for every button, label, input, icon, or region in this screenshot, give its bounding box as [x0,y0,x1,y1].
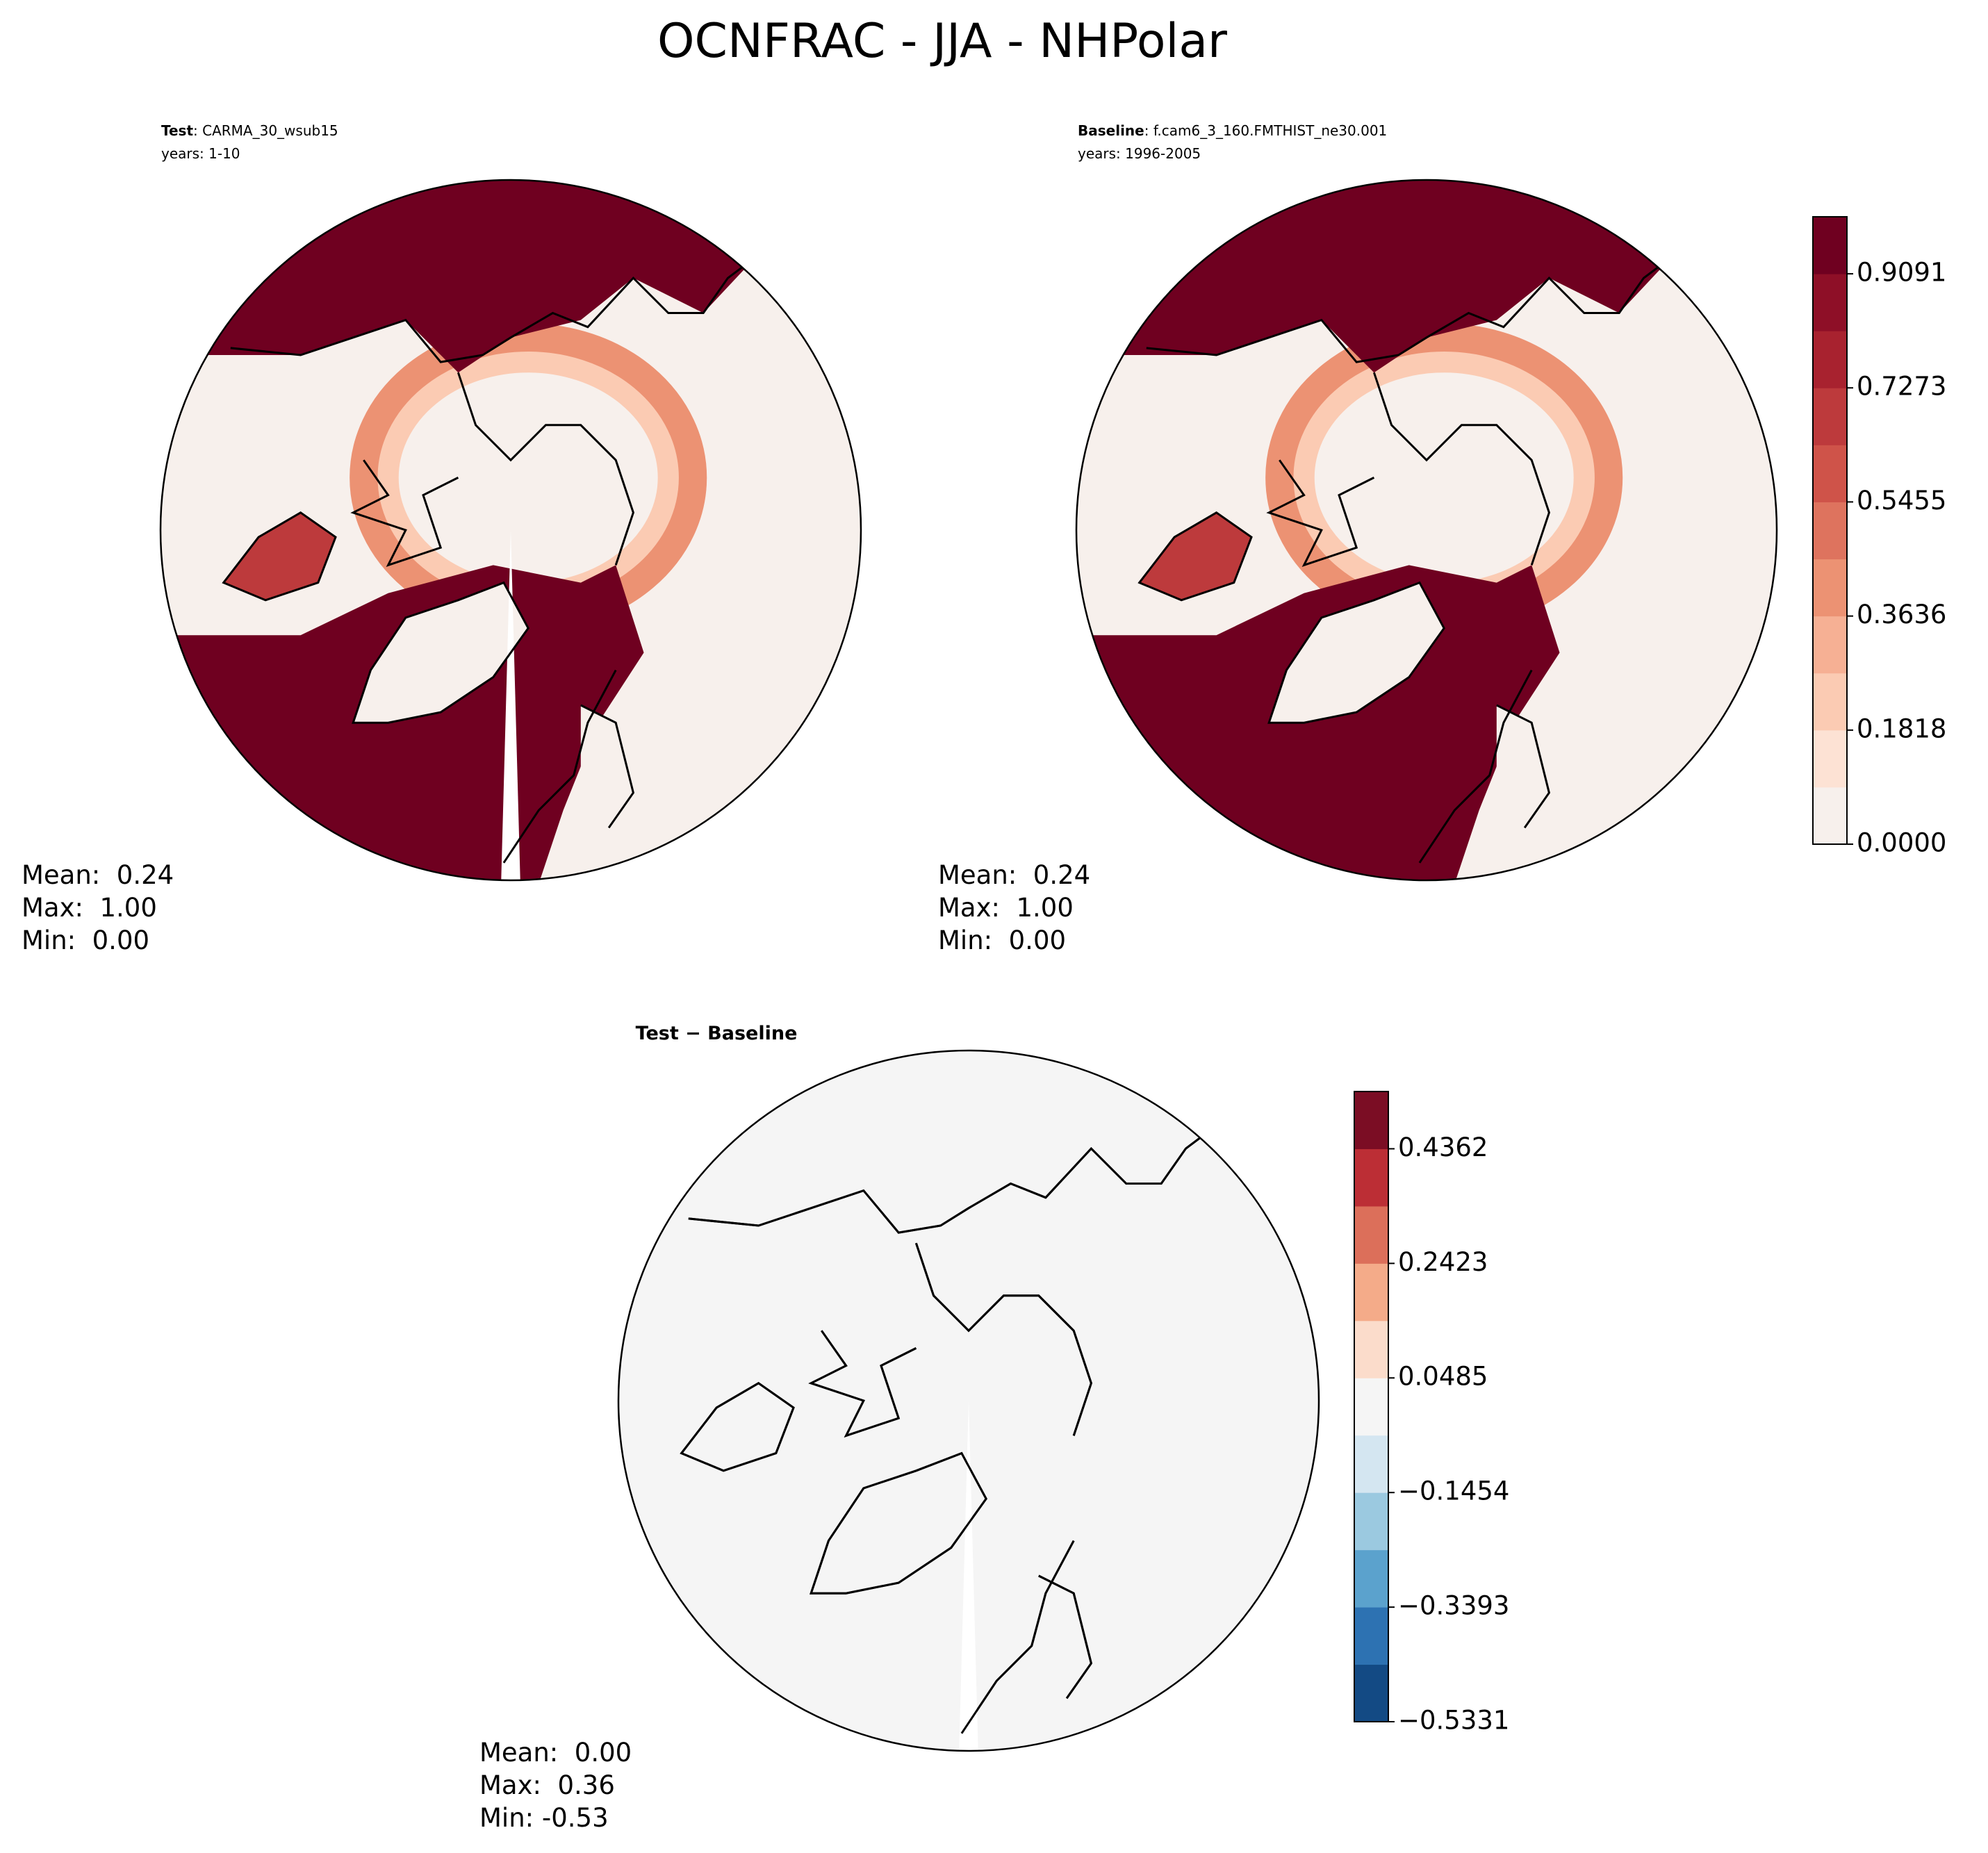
colorbar-band [1354,1205,1388,1264]
land-region [1496,705,1550,828]
colorbar-tick-label: 0.4362 [1398,1133,1488,1162]
panel-stat: Mean: 0.00 [479,1738,632,1768]
land-region [580,705,634,828]
panel-stat: Min: 0.00 [22,925,149,955]
colorbar-band [1354,1492,1388,1551]
panel-stat: Mean: 0.24 [938,860,1090,890]
land-region [1269,582,1445,723]
colorbar-band [1354,1320,1388,1378]
polar-map [1042,145,1812,916]
colorbar-tick-label: −0.5331 [1398,1706,1509,1736]
map-fill [161,180,861,880]
colorbar-band [1354,1607,1388,1665]
panel-stat: Max: 0.36 [479,1770,615,1800]
colorbar-band [1813,559,1847,617]
ocean-region [223,512,336,600]
colorbar-band [1354,1664,1388,1722]
panel-label-case: : f.cam6_3_160.FMTHIST_ne30.001 [1144,122,1388,139]
colorbar-band [1813,274,1847,331]
map-boundary [618,1051,1319,1751]
colorbar-tick-label: 0.0000 [1857,828,1946,858]
map-boundary [161,180,861,880]
colorbar-band [1813,445,1847,502]
panel-stat: Min: 0.00 [938,925,1066,955]
panel-label: Baseline: f.cam6_3_160.FMTHIST_ne30.001 [1078,122,1387,139]
colorbar-band [1354,1378,1388,1436]
panel-label-bold: Test [161,122,193,139]
colorbar-band [1813,673,1847,731]
panel-stat: Max: 1.00 [22,893,157,923]
land-region [353,582,529,723]
colorbar-band [1354,1549,1388,1608]
missing-wedge [500,530,522,880]
panel-stat: Mean: 0.24 [22,860,174,890]
colorbar-band [1354,1263,1388,1321]
colorbar-tick-label: −0.3393 [1398,1591,1509,1621]
figure-title: OCNFRAC - JJA - NHPolar [657,14,1227,69]
colorbar-tick-label: 0.0485 [1398,1362,1488,1392]
panel-stat: Min: -0.53 [479,1803,609,1833]
map-boundary [1076,180,1777,880]
map-fill [618,1051,1319,1751]
polar-map [126,145,896,916]
panel-stat: Max: 1.00 [938,893,1074,923]
panel-years: years: 1-10 [161,145,240,162]
panel-label-bold: Test − Baseline [636,1023,798,1044]
colorbar-band [1813,388,1847,445]
colorbar-frame [1354,1091,1389,1722]
ocean-region [1139,512,1251,600]
colorbar-band [1813,730,1847,788]
panel-label-bold: Baseline [1078,122,1144,139]
colorbar-band [1354,1148,1388,1207]
colorbar-tick-label: 0.9091 [1857,258,1946,288]
colorbar-tick-label: 0.3636 [1857,600,1946,629]
colorbar-band [1354,1092,1388,1149]
colorbar-tick-label: 0.7273 [1857,372,1946,402]
colorbar-band [1813,217,1847,274]
map-fill [1076,180,1777,880]
colorbar-frame [1812,216,1848,845]
colorbar-tick-label: 0.2423 [1398,1247,1488,1277]
colorbar-band [1813,787,1847,845]
panel-years: years: 1996-2005 [1078,145,1201,162]
colorbar-tick-label: −0.1454 [1398,1476,1509,1506]
colorbar-band [1354,1435,1388,1493]
colorbar-tick-label: 0.1818 [1857,714,1946,743]
polar-map [618,1051,1319,1786]
colorbar-band [1813,616,1847,674]
colorbar-tick-label: 0.5455 [1857,486,1946,516]
panel-label-case: : CARMA_30_wsub15 [193,122,338,139]
colorbar-band [1813,331,1847,388]
panel-label: Test: CARMA_30_wsub15 [161,122,338,139]
missing-wedge [958,1401,980,1751]
colorbar-band [1813,502,1847,560]
